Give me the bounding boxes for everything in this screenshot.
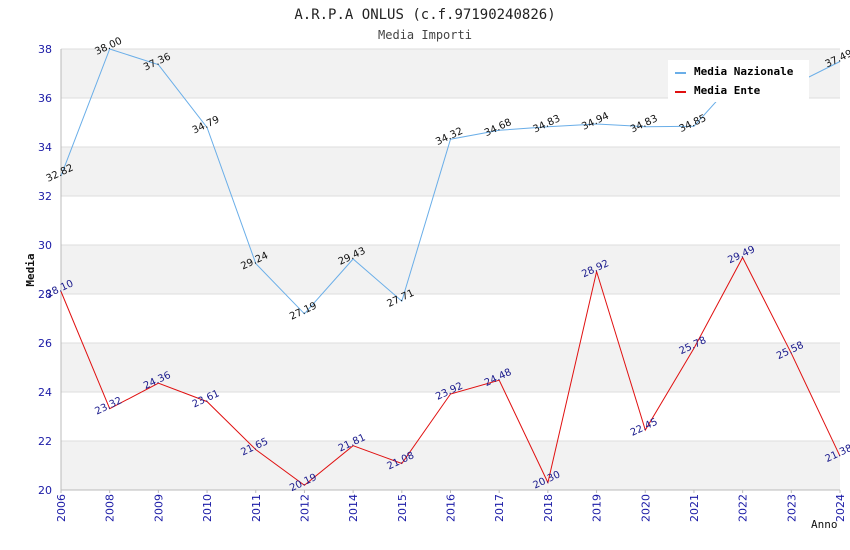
x-tick-label: 2019 — [591, 494, 604, 522]
x-tick-label: 2017 — [493, 494, 506, 522]
y-axis-label: Media — [24, 253, 37, 286]
data-label: 34.79 — [191, 114, 222, 136]
y-tick-label: 22 — [38, 435, 52, 448]
x-tick-label: 2012 — [298, 494, 311, 522]
data-label: 34.68 — [483, 117, 514, 139]
legend-label-ente: Media Ente — [694, 84, 761, 97]
y-tick-label: 38 — [38, 43, 52, 56]
x-tick-label: 2018 — [542, 494, 555, 522]
data-label: 28.10 — [45, 278, 76, 300]
data-label: 23.32 — [93, 395, 124, 417]
gridlines — [61, 48, 840, 491]
series-line-media-nazionale — [60, 48, 841, 315]
x-tick-label: 2022 — [737, 494, 750, 522]
grid-band — [61, 441, 840, 490]
x-tick-label: 2021 — [688, 494, 701, 522]
x-tick-label: 2011 — [250, 494, 263, 522]
y-tick-label: 20 — [38, 484, 52, 497]
data-label: 27.19 — [288, 301, 319, 323]
data-label: 34.85 — [678, 113, 709, 135]
y-tick-label: 24 — [38, 386, 52, 399]
x-axis-label: Anno — [811, 518, 838, 531]
x-tick-label: 2023 — [785, 494, 798, 522]
y-tick-label: 34 — [38, 141, 52, 154]
x-tick-label: 2020 — [639, 494, 652, 522]
legend-box — [668, 60, 809, 102]
legend: Media Nazionale Media Ente — [668, 60, 809, 102]
legend-label-nazionale: Media Nazionale — [694, 65, 794, 78]
x-tick-label: 2009 — [152, 494, 165, 522]
y-tick-label: 28 — [38, 288, 52, 301]
x-tick-label: 2006 — [55, 494, 68, 522]
x-tick-label: 2008 — [104, 494, 117, 522]
data-label: 34.32 — [434, 126, 465, 148]
x-tick-label: 2024 — [834, 494, 847, 522]
x-tick-label: 2010 — [201, 494, 214, 522]
y-tick-labels: 20 22 24 26 28 30 32 34 36 38 — [38, 43, 52, 497]
grid-band — [61, 147, 840, 196]
grid-band — [61, 343, 840, 392]
y-tick-label: 26 — [38, 337, 52, 350]
data-label: 22.45 — [629, 417, 660, 439]
chart-subtitle: Media Importi — [378, 28, 472, 42]
y-tick-label: 30 — [38, 239, 52, 252]
background-bands — [61, 49, 840, 490]
y-tick-label: 32 — [38, 190, 52, 203]
data-label: 34.94 — [580, 111, 611, 133]
x-tick-label: 2016 — [445, 494, 458, 522]
y-tick-label: 36 — [38, 92, 52, 105]
chart-title: A.R.P.A ONLUS (c.f.97190240826) — [294, 7, 555, 23]
data-label: 34.83 — [629, 113, 660, 135]
x-tick-label: 2014 — [347, 494, 360, 522]
x-tick-label: 2015 — [396, 494, 409, 522]
data-label: 34.83 — [532, 113, 563, 135]
series-lines — [60, 48, 841, 486]
x-tick-labels: 2006 2008 2009 2010 2011 2012 2014 2015 2016 2017… — [55, 490, 847, 522]
series-line-media-ente — [60, 256, 841, 486]
grid-band — [61, 245, 840, 294]
